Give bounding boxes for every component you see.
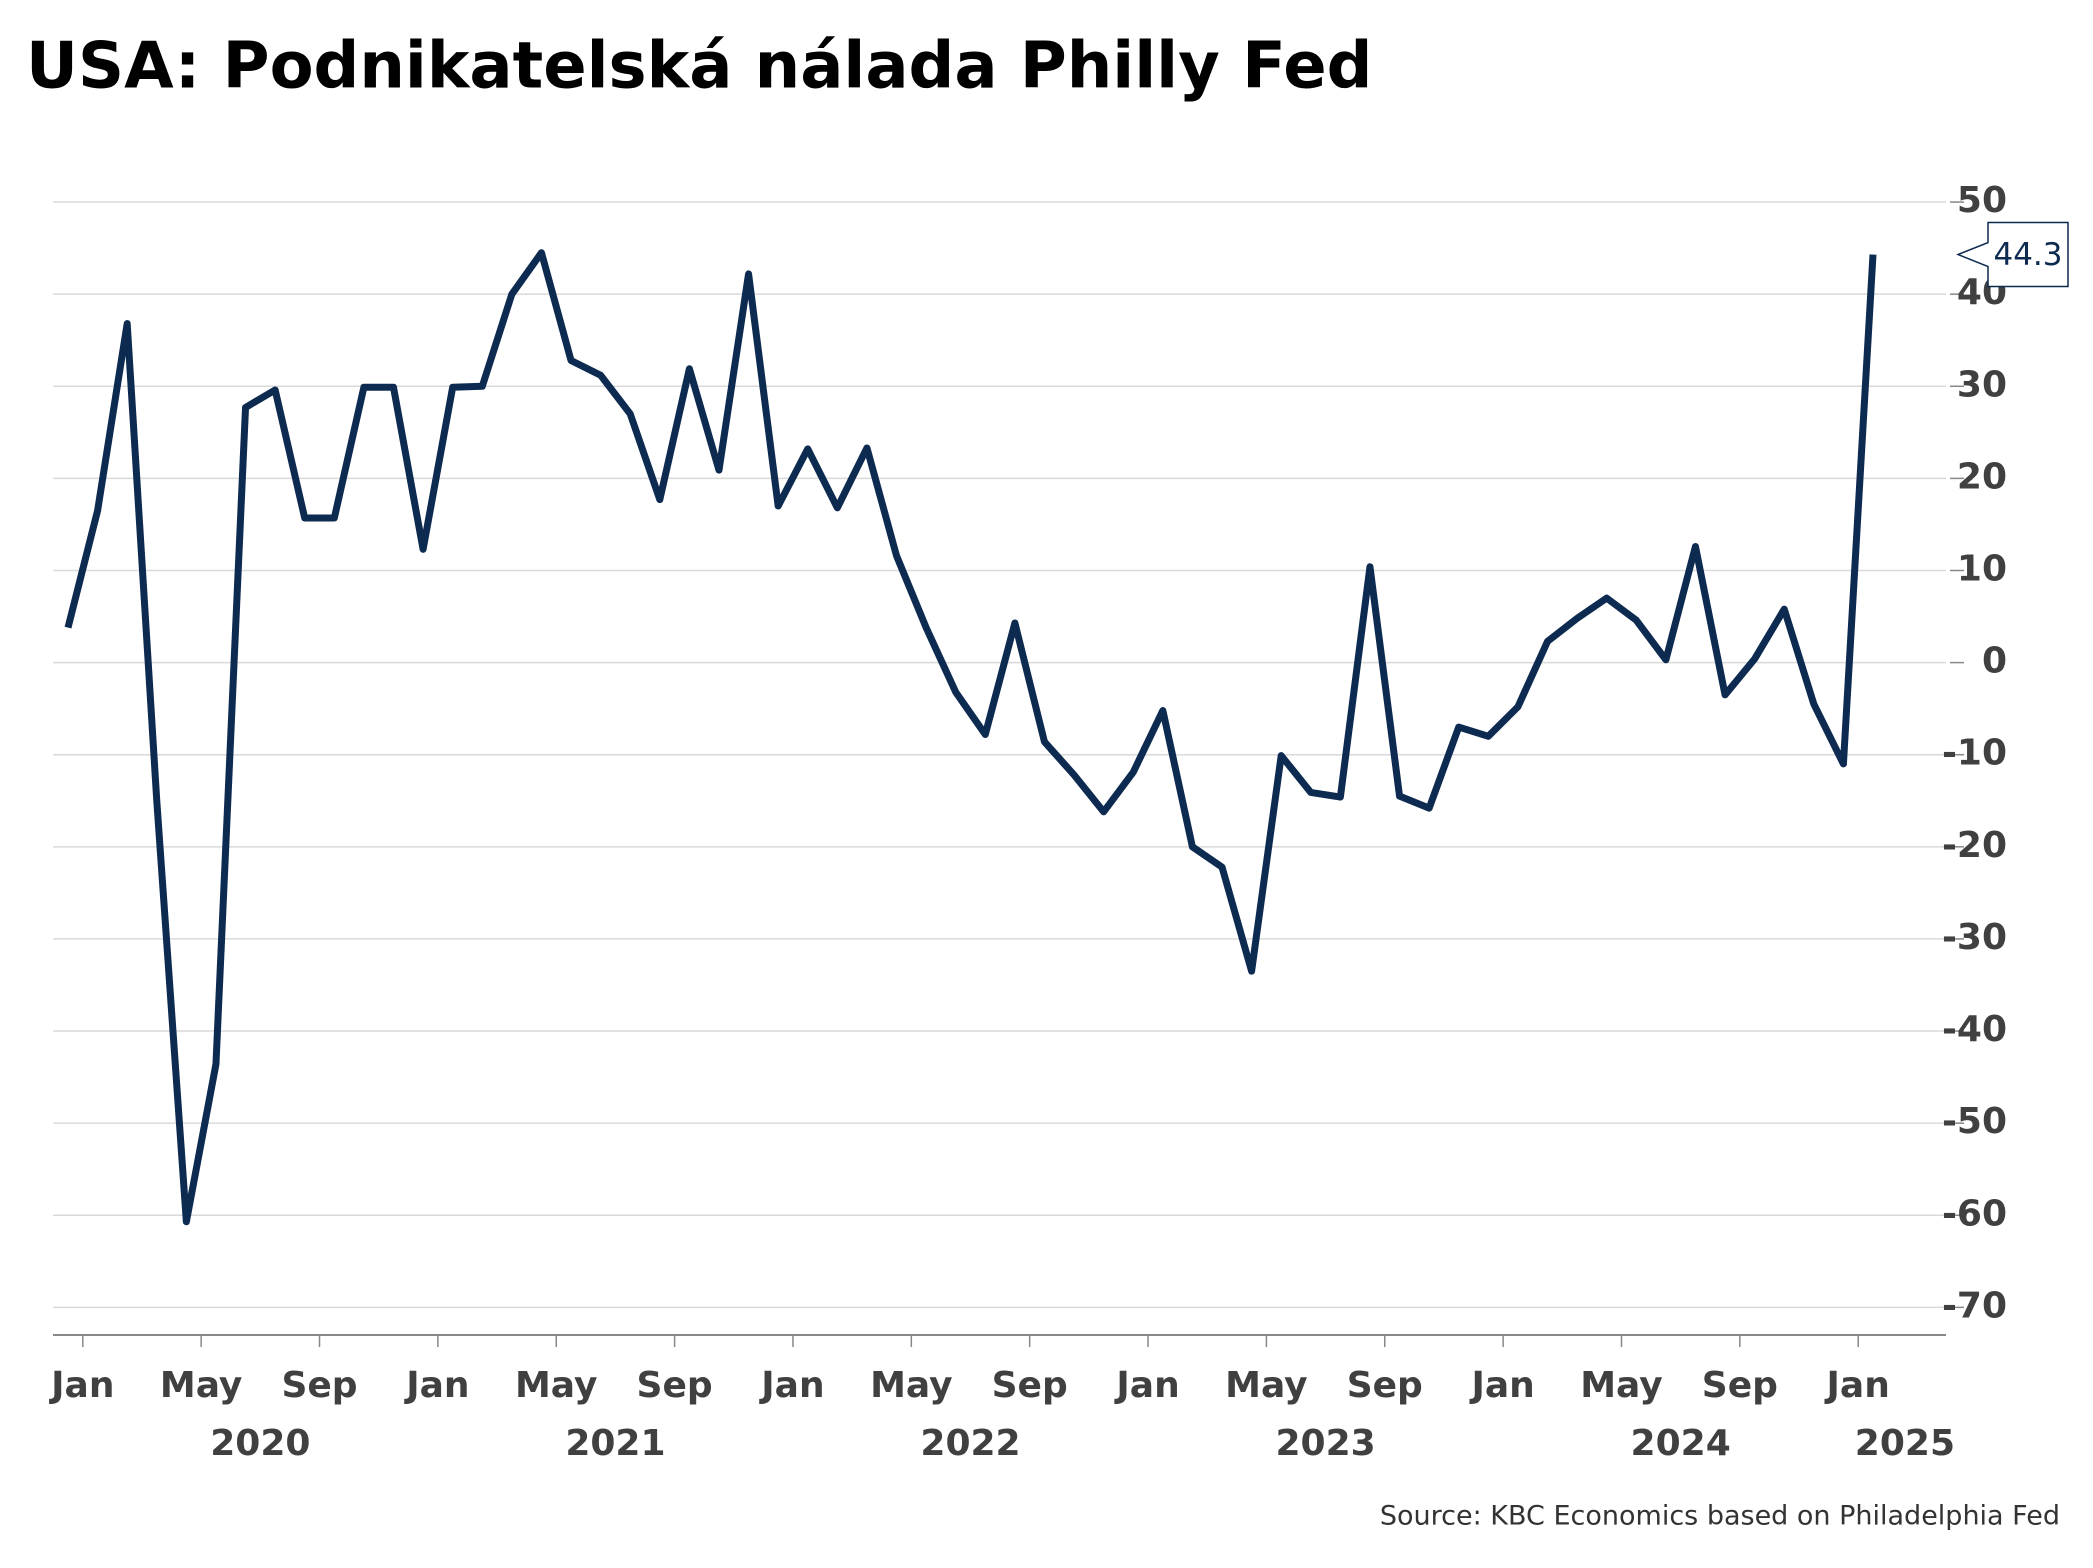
x-tick-label: Sep <box>1347 1365 1423 1406</box>
chart-title: USA: Podnikatelská nálada Philly Fed <box>26 30 1372 104</box>
year-label: 2020 <box>210 1423 310 1464</box>
line <box>64 249 1877 1226</box>
y-tick-label: -10 <box>1942 733 2007 774</box>
y-tick-label: -40 <box>1942 1009 2007 1050</box>
x-tick-label: May <box>1225 1365 1307 1406</box>
x-tick-label: May <box>515 1365 597 1406</box>
year-label: 2022 <box>920 1423 1020 1464</box>
source: Source: KBC Economics based on Philadelp… <box>1380 1501 2060 1532</box>
y-tick-label: 10 <box>1957 548 2007 589</box>
y-tick-label: 30 <box>1957 364 2007 405</box>
y-tick-label: -50 <box>1942 1101 2007 1142</box>
x-tick-label: Sep <box>637 1365 713 1406</box>
x-tick-label: Jan <box>758 1365 824 1406</box>
x-tick-label: Jan <box>403 1365 469 1406</box>
y-tick-label: 50 <box>1957 180 2007 221</box>
y-tick-label: -20 <box>1942 825 2007 866</box>
value-label-box <box>1955 221 2069 288</box>
x-tick-label: Jan <box>48 1365 114 1406</box>
x-tick-label: Sep <box>281 1365 357 1406</box>
value-label: 44.3 <box>1993 237 2062 273</box>
year-label: 2025 <box>1855 1423 1955 1464</box>
y-tick-label: 0 <box>1982 641 2007 682</box>
x-tick-label: Jan <box>1113 1365 1179 1406</box>
y-tick-label: -70 <box>1942 1285 2007 1326</box>
y-tick-label: -30 <box>1942 917 2007 958</box>
x-tick-label: Jan <box>1824 1365 1890 1406</box>
y-tick-label: -60 <box>1942 1193 2007 1234</box>
x-tick-label: Sep <box>1702 1365 1778 1406</box>
x-tick-label: Jan <box>1468 1365 1534 1406</box>
x-tick-label: May <box>160 1365 242 1406</box>
year-label: 2024 <box>1631 1423 1731 1464</box>
year-label: 2021 <box>565 1423 665 1464</box>
year-label: 2023 <box>1275 1423 1375 1464</box>
x-tick-label: May <box>870 1365 952 1406</box>
y-tick-label: 20 <box>1957 456 2007 497</box>
x-tick-label: Sep <box>992 1365 1068 1406</box>
x-tick-label: May <box>1580 1365 1662 1406</box>
